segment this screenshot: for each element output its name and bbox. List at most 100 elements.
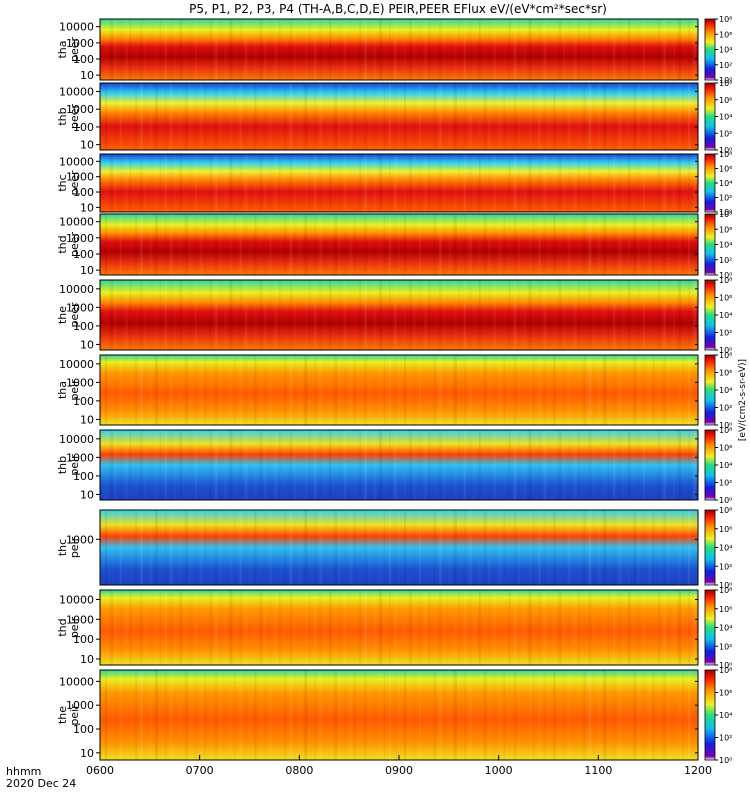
x-tick-label: 1100 [584,764,612,777]
spectrogram-image [100,19,698,80]
y-tick-label: 100 [73,470,94,483]
colorbar-tick-label: 10² [719,642,732,651]
y-tick-label: 10 [80,338,94,351]
y-tick-label: 10000 [59,283,94,296]
colorbar: 10⁰ 10² 10⁴ 10⁶ 10⁸ [704,79,732,155]
time-format-label: hhmm [6,765,41,778]
panel-frame [99,589,699,666]
y-tick-label: 10000 [59,358,94,371]
y-tick-label: 10000 [59,21,94,34]
spectrogram-image [100,83,698,150]
colorbar: 10⁰ 10² 10⁴ 10⁶ 10⁸ [704,506,732,590]
panel-tha-peer: 10 100 1000 10000 thapeer 10⁰ 10² 10⁴ 10⁶ 10⁸ [56,15,732,85]
y-tick-label: 1000 [66,613,94,626]
colorbar-tick-label: 10⁰ [719,346,732,355]
y-axis-label: thbpeir [56,454,81,476]
panel-stack: 10 100 1000 10000 thapeer 10⁰ 10² 10⁴ 10⁶ 10⁸ 10 10… [56,15,732,765]
x-tick-label: 1000 [485,764,513,777]
colorbar-tick-label: 10⁸ [719,351,732,360]
colorbar-tick-label: 10⁴ [719,624,732,633]
spectrogram-image [100,154,698,212]
y-tick-label: 1000 [66,37,94,50]
panel-thb-peer: 10 100 1000 10000 thbpeer 10⁰ 10² 10⁴ 10⁶ 10⁸ [56,79,732,155]
x-tick-label: 0900 [385,764,413,777]
x-tick-label: 1200 [684,764,712,777]
colorbar-tick-label: 10⁶ [719,605,732,614]
panel-thd-peir: 10 100 1000 10000 thdpeir 10⁰ 10² 10⁴ 10⁶ 10⁸ [56,586,732,670]
spectrogram-image [100,590,698,665]
colorbar-tick-label: 10⁶ [719,225,732,234]
colorbar-tick-label: 10⁶ [719,165,732,174]
colorbar-tick-label: 10² [719,562,732,571]
colorbar-tick-label: 10⁶ [719,30,732,39]
y-tick-label: 10 [80,69,94,82]
panel-frame [99,82,699,151]
y-tick-label: 10000 [59,155,94,168]
colorbar: 10⁰ 10² 10⁴ 10⁶ 10⁸ [704,426,732,505]
panel-frame [99,429,699,501]
colorbar: 10⁰ 10² 10⁴ 10⁶ 10⁸ [704,276,732,355]
y-tick-label: 1000 [66,376,94,389]
y-tick-label: 100 [73,53,94,66]
y-tick-label: 1000 [66,103,94,116]
colorbar-tick-label: 10⁶ [719,525,732,534]
colorbar-tick-label: 10⁰ [719,208,732,217]
y-axis-label: thepeir [56,704,81,726]
colorbar-tick-label: 10⁸ [719,666,732,675]
y-axis-label: thcpeer [56,170,81,196]
colorbar-tick-label: 10⁶ [719,444,732,453]
panel-frame [99,354,699,426]
y-tick-label: 100 [73,121,94,134]
y-tick-label: 10000 [59,433,94,446]
colorbar-tick-label: 10⁴ [719,179,732,188]
figure-title: P5, P1, P2, P3, P4 (TH-A,B,C,D,E) PEIR,P… [189,2,607,16]
colorbar-tick-label: 10⁰ [719,581,732,590]
spectrogram-image [100,355,698,425]
spectrogram-texture [109,430,697,500]
colorbar-tick-label: 10⁸ [719,79,732,88]
spectrogram-image [100,214,698,275]
colorbar-tick-label: 10⁸ [719,276,732,285]
panel-thd-peer: 10 100 1000 10000 thdpeer 10⁰ 10² 10⁴ 10⁶ 10⁸ [56,210,732,280]
colorbar-tick-label: 10⁴ [719,311,732,320]
y-tick-label: 10 [80,264,94,277]
panel-tha-peir: 10 100 1000 10000 thapeir 10⁰ 10² 10⁴ 10⁶ 10⁸ [56,351,732,430]
y-tick-label: 1000 [66,171,94,184]
spectrogram-texture [109,154,697,212]
colorbar-tick-label: 10² [719,734,732,743]
y-tick-label: 100 [73,186,94,199]
colorbar: 10⁰ 10² 10⁴ 10⁶ 10⁸ [704,351,732,430]
colorbar-tick-label: 10² [719,329,732,338]
panel-frame [99,279,699,351]
y-tick-label: 10000 [59,85,94,98]
y-axis-label: thdpeer [56,232,81,258]
y-axis-label: thbpeer [56,104,81,130]
colorbar-tick-label: 10⁴ [719,544,732,553]
y-tick-label: 10 [80,201,94,214]
y-axis-label: thapeer [56,37,81,63]
colorbar-tick-label: 10⁶ [719,369,732,378]
spectrogram-texture [100,355,691,425]
colorbar-tick-label: 10⁴ [719,711,732,720]
colorbar-tick-label: 10² [719,479,732,488]
y-axis-label: thepeer [56,302,81,328]
colorbar-tick-label: 10⁸ [719,586,732,595]
colorbar-tick-label: 10⁰ [719,146,732,155]
colorbar-tick-label: 10⁸ [719,150,732,159]
x-tick-label: 0700 [186,764,214,777]
panel-thc-peer: 10 100 1000 10000 thcpeer 10⁰ 10² 10⁴ 10⁶ 10⁸ [56,150,732,217]
time-axis: 0600 0700 0800 0900 1000 1100 1200 [86,755,712,777]
colorbar-tick-label: 10⁶ [719,294,732,303]
date-label: 2020 Dec 24 [6,777,76,790]
colorbar-tick-label: 10⁰ [719,756,732,765]
y-tick-label: 100 [73,723,94,736]
spectrogram-texture [100,670,691,760]
colorbar-tick-label: 10⁸ [719,210,732,219]
colorbar: 10⁰ 10² 10⁴ 10⁶ 10⁸ [704,586,732,670]
colorbar-tick-label: 10⁶ [719,689,732,698]
panel-thb-peir: 10 100 1000 10000 thbpeir 10⁰ 10² 10⁴ 10⁶ 10⁸ [56,426,732,505]
colorbar-tick-label: 10⁰ [719,271,732,280]
colorbar-tick-label: 10⁶ [719,96,732,105]
panel-the-peir: 10 100 1000 10000 thepeir 10⁰ 10² 10⁴ 10⁶ 10⁸ [56,666,732,765]
